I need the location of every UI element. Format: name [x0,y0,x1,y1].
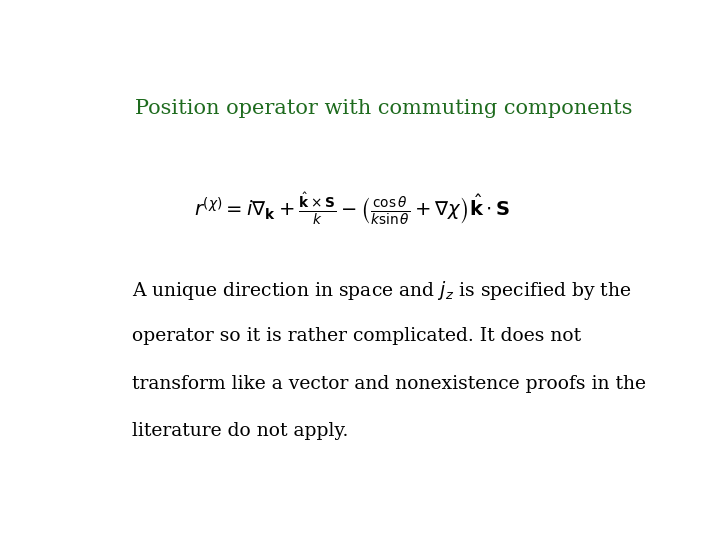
Text: literature do not apply.: literature do not apply. [132,422,348,441]
Text: operator so it is rather complicated. It does not: operator so it is rather complicated. It… [132,327,581,345]
Text: Position operator with commuting components: Position operator with commuting compone… [135,99,632,118]
Text: transform like a vector and nonexistence proofs in the: transform like a vector and nonexistence… [132,375,646,393]
Text: $r^{(\chi)} = i\nabla_{\mathbf{k}} + \frac{\hat{\mathbf{k}}\times\mathbf{S}}{k} : $r^{(\chi)} = i\nabla_{\mathbf{k}} + \fr… [194,190,510,227]
Text: A unique direction in space and $j_z$ is specified by the: A unique direction in space and $j_z$ is… [132,279,631,302]
